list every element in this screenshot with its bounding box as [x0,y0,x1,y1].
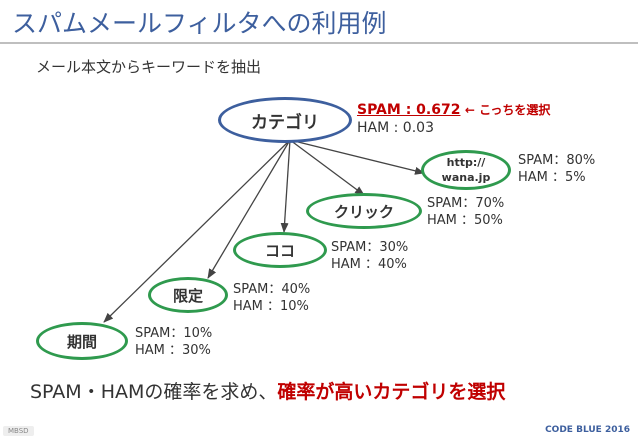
conclusion-highlight: 確率が高いカテゴリを選択 [277,381,506,403]
kikan-node-label: 期間 [66,332,97,351]
edge-to-kikan [103,139,291,323]
click-node-scores: SPAM：70% HAM ：50% [427,195,504,229]
url-ham-score: HAM ：5% [518,170,586,185]
edge-to-koko [280,139,291,233]
kikan-spam-score: SPAM：10% [135,326,213,341]
click-ham-score: HAM ：50% [427,213,503,228]
root-spam-score: SPAM : 0.672 [357,102,461,118]
title-divider [0,42,638,44]
conclusion-text: SPAM・HAMの確率を求め、確率が高いカテゴリを選択 [30,377,505,404]
gentei-ham-score: HAM ：10% [233,299,309,314]
kikan-ham-score: HAM ：30% [135,343,211,358]
keyword-node-gentei: 限定 [148,277,228,313]
conclusion-plain: SPAM・HAMの確率を求め、 [30,381,278,403]
url-node-line2: wana.jp [441,171,491,184]
click-spam-score: SPAM：70% [427,196,505,211]
root-select-note: ← こっちを選択 [464,103,551,117]
kikan-node-scores: SPAM：10% HAM ：30% [135,325,212,359]
gentei-node-label: 限定 [172,286,203,305]
edge-to-url [289,139,425,175]
koko-node-label: ココ [264,241,295,260]
category-root-label: カテゴリ [251,112,319,133]
footer-event-name: CODE BLUE 2016 [545,425,630,435]
keyword-node-url: http:// wana.jp [421,150,511,190]
footer-logo-mbsd: MBSD [3,426,34,436]
gentei-node-scores: SPAM：40% HAM ：10% [233,281,310,315]
slide-title: スパムメールフィルタへの利用例 [12,9,387,38]
slide-subtitle: メール本文からキーワードを抽出 [36,58,262,76]
keyword-node-click: クリック [306,193,422,229]
edge-to-click [289,139,365,196]
url-node-scores: SPAM：80% HAM ：5% [518,152,595,186]
koko-spam-score: SPAM：30% [331,240,409,255]
root-ham-score: HAM : 0.03 [357,120,434,136]
gentei-spam-score: SPAM：40% [233,282,311,297]
edge-to-gentei [207,139,291,279]
keyword-node-koko: ココ [233,232,327,268]
url-spam-score: SPAM：80% [518,153,596,168]
keyword-node-kikan: 期間 [36,322,128,360]
category-root-node: カテゴリ [218,97,352,143]
koko-node-scores: SPAM：30% HAM ：40% [331,239,408,273]
click-node-label: クリック [333,202,394,221]
koko-ham-score: HAM ：40% [331,257,407,272]
root-scores: SPAM : 0.672 ← こっちを選択 HAM : 0.03 [357,101,550,137]
url-node-line1: http:// [446,156,486,169]
